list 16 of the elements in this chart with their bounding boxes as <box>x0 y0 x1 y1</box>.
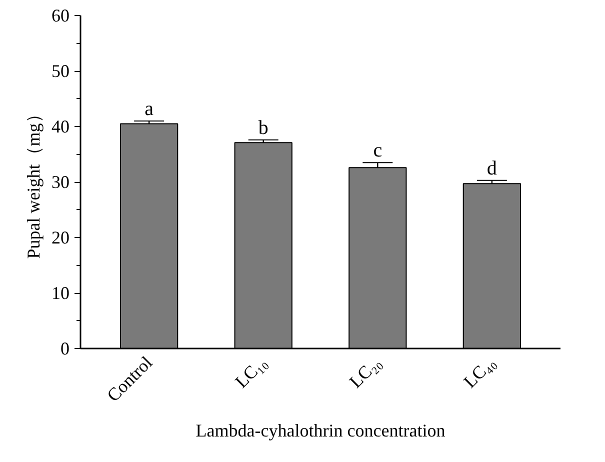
annotation: b <box>258 116 268 139</box>
y-tick-label: 20 <box>52 228 70 248</box>
y-axis-title: Pupal weight（mg） <box>24 105 44 259</box>
x-tick-label: LC₁₀ <box>231 352 270 392</box>
y-tick-label: 60 <box>52 6 70 26</box>
y-tick-label: 40 <box>52 116 70 136</box>
annotation: c <box>373 140 382 162</box>
y-tick-label: 50 <box>52 61 70 81</box>
annotation: d <box>486 157 497 180</box>
y-tick-label: 10 <box>52 283 70 303</box>
x-tick-label: LC₂₀ <box>345 352 385 392</box>
x-tick-label: LC₄₀ <box>460 352 500 392</box>
y-tick-label: 0 <box>60 338 70 358</box>
y-tick-label: 30 <box>52 172 70 192</box>
x-axis-title: Lambda-cyhalothrin concentration <box>196 420 446 441</box>
annotation: a <box>144 98 154 120</box>
